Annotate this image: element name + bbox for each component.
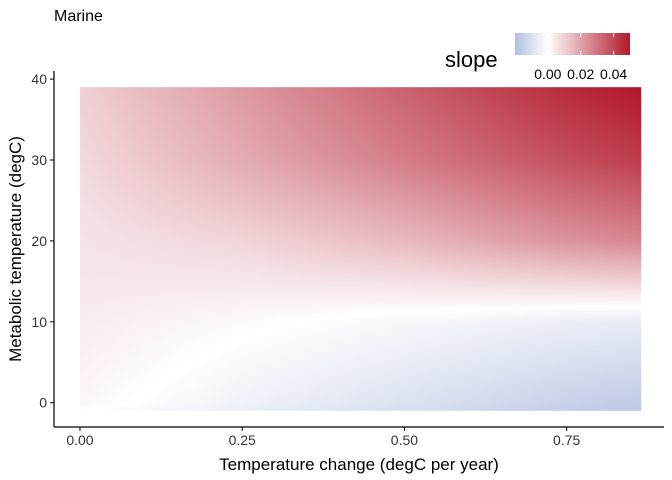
legend-tick-label: 0.04	[600, 66, 627, 82]
y-axis-label: Metabolic temperature (degC)	[6, 136, 25, 362]
legend-colorbar	[515, 33, 630, 55]
chart-title: Marine	[54, 8, 103, 25]
x-tick-label: 0.00	[66, 432, 93, 448]
x-tick-label: 0.75	[553, 432, 580, 448]
legend-tick-label: 0.00	[534, 66, 561, 82]
axes	[53, 71, 664, 428]
y-ticks: 0 10 20 30 40	[31, 71, 54, 411]
x-axis-label: Temperature change (degC per year)	[219, 455, 499, 474]
legend: slope 0.00 0.02 0.04	[445, 33, 630, 82]
y-tick-label: 10	[31, 314, 47, 330]
legend-title: slope	[445, 47, 498, 72]
x-tick-label: 0.50	[391, 432, 418, 448]
y-tick-label: 20	[31, 233, 47, 249]
y-tick-label: 40	[31, 71, 47, 87]
legend-tick-label: 0.02	[567, 66, 594, 82]
x-ticks: 0.00 0.25 0.50 0.75	[66, 427, 580, 448]
legend-ticks: 0.00 0.02 0.04	[534, 33, 627, 82]
heatmap-surface	[79, 87, 642, 411]
y-tick-label: 30	[31, 152, 47, 168]
y-tick-label: 0	[39, 395, 47, 411]
x-tick-label: 0.25	[229, 432, 256, 448]
